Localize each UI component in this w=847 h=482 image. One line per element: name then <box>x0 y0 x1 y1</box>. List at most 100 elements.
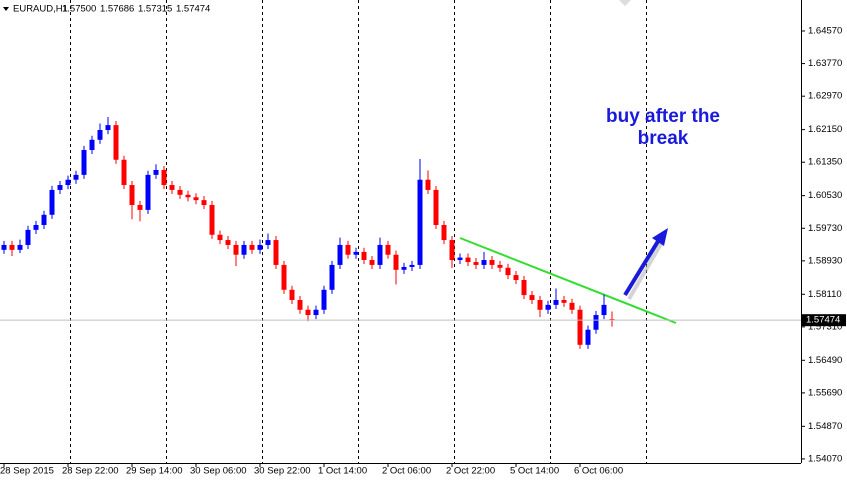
candle-body <box>305 309 311 316</box>
candle-body <box>121 159 127 186</box>
candle-body <box>129 185 135 206</box>
candle-body <box>585 329 591 345</box>
candle-body <box>201 200 207 206</box>
candle-body <box>281 264 287 290</box>
candle-body <box>433 189 439 225</box>
candle-body <box>105 125 111 131</box>
candle-body <box>25 229 31 245</box>
candle-body <box>401 266 407 270</box>
candle-body <box>241 244 247 255</box>
trend-line <box>459 237 677 324</box>
candle-body <box>561 299 567 303</box>
y-tick-label: 1.62150 <box>808 124 842 135</box>
scroll-marker <box>619 0 631 6</box>
arrow <box>623 228 668 301</box>
candle-body <box>297 299 303 310</box>
candle-body <box>489 260 495 265</box>
x-tick-label: 28 Sep 22:00 <box>62 466 119 477</box>
candle-body <box>153 169 159 175</box>
candle-body <box>321 289 327 310</box>
candle-body <box>161 169 167 186</box>
ohlc-value: 1.57500 <box>62 4 96 15</box>
candle-body <box>601 304 607 316</box>
x-tick-label: 6 Oct 06:00 <box>574 466 623 477</box>
candle-body <box>193 197 199 201</box>
arrow-shaft <box>623 236 662 297</box>
candle-body <box>385 244 391 255</box>
candle-body <box>217 234 223 241</box>
candle-body <box>377 244 383 265</box>
candle-body <box>569 302 575 310</box>
candle-body <box>273 240 279 265</box>
period-separators <box>70 0 647 463</box>
candle-body <box>65 179 71 186</box>
candle-body <box>337 244 343 265</box>
x-tick-label: 5 Oct 14:00 <box>510 466 559 477</box>
candle-body <box>609 319 615 321</box>
candle-body <box>441 224 447 241</box>
candle-body <box>369 260 375 265</box>
candle-body <box>17 244 23 250</box>
y-tick-label: 1.55690 <box>808 387 842 398</box>
y-tick-label: 1.62970 <box>808 91 842 102</box>
current-price-box <box>802 314 846 327</box>
ohlc-value: 1.57686 <box>100 4 134 15</box>
y-tick-label: 1.64570 <box>808 25 842 36</box>
candle-body <box>97 130 103 140</box>
candle-body <box>505 267 511 276</box>
candle-body <box>457 257 463 261</box>
candle-body <box>353 251 359 255</box>
candle-body <box>145 174 151 210</box>
ohlc-value: 1.57315 <box>138 4 172 15</box>
candle-body <box>521 280 527 296</box>
y-tick-label: 1.61350 <box>808 157 842 168</box>
annotation: buy after the <box>606 106 720 127</box>
current-price-label: 1.57474 <box>806 315 840 326</box>
candle-body <box>209 205 215 235</box>
candle-body <box>225 240 231 245</box>
y-tick-label: 1.63770 <box>808 58 842 69</box>
candle-body <box>177 189 183 195</box>
x-tick-label: 30 Sep 06:00 <box>190 466 247 477</box>
candle-body <box>417 179 423 265</box>
candle-body <box>185 194 191 198</box>
y-tick-label: 1.54070 <box>808 453 842 464</box>
candle-body <box>1 244 7 250</box>
x-tick-label: 30 Sep 22:00 <box>254 466 311 477</box>
candle-body <box>473 262 479 265</box>
candle-body <box>169 185 175 190</box>
x-tick-label: 2 Oct 06:00 <box>382 466 431 477</box>
candle-body <box>345 244 351 255</box>
candle-body <box>249 244 255 250</box>
x-tick-label: 29 Sep 14:00 <box>126 466 183 477</box>
chart-title: EURAUD,H1 <box>13 4 68 15</box>
y-tick-label: 1.58930 <box>808 255 842 266</box>
candle-body <box>137 205 143 210</box>
candle-body <box>57 185 63 190</box>
candle-body <box>89 139 95 150</box>
candle-body <box>465 257 471 263</box>
y-tick-label: 1.56490 <box>808 355 842 366</box>
candle-body <box>81 149 87 175</box>
candle-body <box>577 309 583 345</box>
candle-body <box>33 224 39 230</box>
candle-body <box>449 240 455 261</box>
candle-body <box>41 214 47 225</box>
candle-body <box>537 299 543 310</box>
arrow-shadow <box>627 240 664 301</box>
candle-body <box>49 189 55 215</box>
menu-triangle <box>3 7 9 11</box>
candle-body <box>265 240 271 245</box>
candle-body <box>425 179 431 190</box>
candle-body <box>329 264 335 290</box>
y-tick-label: 1.59730 <box>808 223 842 234</box>
candle-body <box>361 251 367 261</box>
candle-body <box>233 244 239 255</box>
y-tick-label: 1.60530 <box>808 190 842 201</box>
candle-body <box>513 275 519 281</box>
candle-body <box>481 260 487 265</box>
y-tick-label: 1.57310 <box>808 321 842 332</box>
y-tick-label: 1.58110 <box>808 289 842 300</box>
candle-body <box>257 244 263 250</box>
